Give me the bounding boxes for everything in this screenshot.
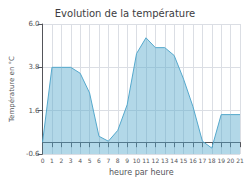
svg-text:15: 15 [180, 157, 188, 164]
svg-text:1: 1 [50, 157, 54, 164]
svg-text:21: 21 [236, 157, 244, 164]
svg-text:11: 11 [142, 157, 150, 164]
svg-text:6: 6 [97, 157, 101, 164]
svg-text:10: 10 [133, 157, 141, 164]
svg-text:17: 17 [199, 157, 207, 164]
svg-text:8: 8 [116, 157, 120, 164]
svg-text:18: 18 [208, 157, 216, 164]
svg-text:Evolution de la température: Evolution de la température [55, 8, 195, 19]
svg-text:14: 14 [170, 157, 178, 164]
svg-text:1.6: 1.6 [28, 107, 40, 115]
svg-text:3: 3 [69, 157, 73, 164]
svg-text:3.8: 3.8 [28, 63, 39, 71]
svg-text:2: 2 [59, 157, 63, 164]
svg-text:heure par heure: heure par heure [109, 168, 174, 177]
svg-text:Température en °C: Température en °C [8, 56, 16, 123]
svg-text:12: 12 [152, 157, 160, 164]
svg-text:7: 7 [106, 157, 110, 164]
svg-text:4: 4 [78, 157, 82, 164]
svg-text:13: 13 [161, 157, 169, 164]
svg-text:-0.6: -0.6 [26, 150, 40, 158]
svg-text:9: 9 [125, 157, 129, 164]
svg-text:19: 19 [217, 157, 225, 164]
svg-text:5: 5 [88, 157, 92, 164]
svg-text:16: 16 [189, 157, 197, 164]
svg-text:6.0: 6.0 [28, 20, 39, 28]
svg-text:20: 20 [227, 157, 235, 164]
svg-text:0: 0 [41, 157, 45, 164]
